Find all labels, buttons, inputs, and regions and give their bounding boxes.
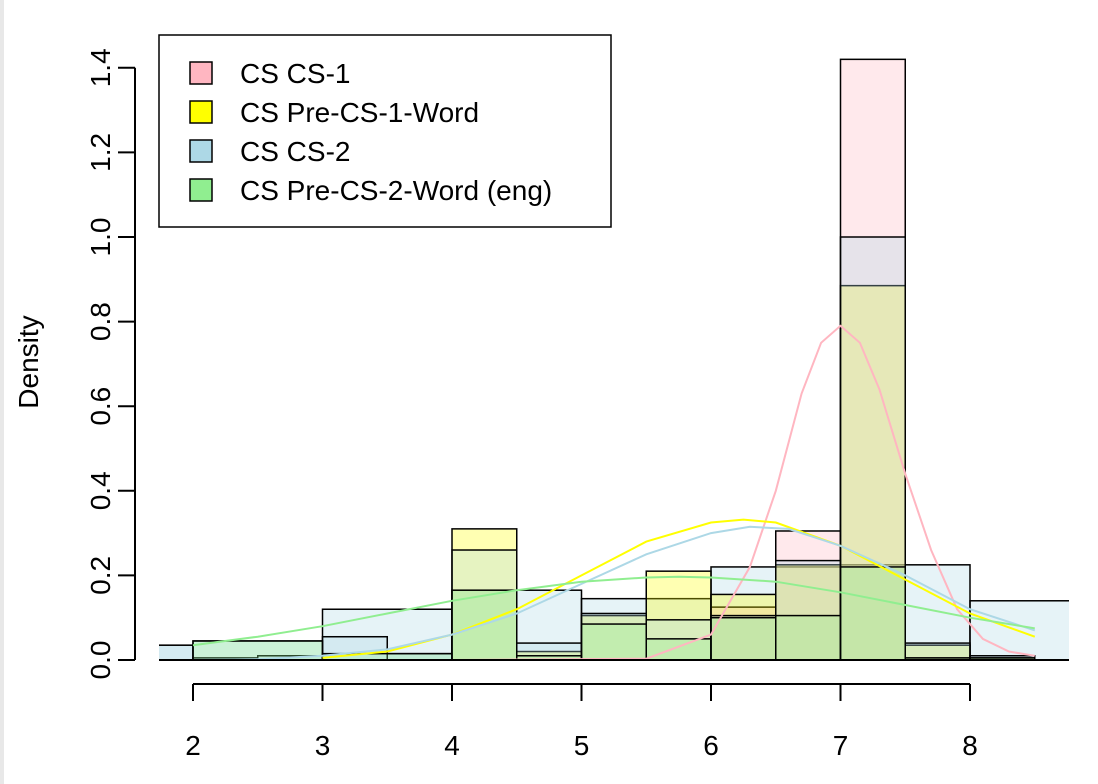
y-tick-label-1: 0.2 [85, 556, 116, 595]
density-curve-series-2 [192, 525, 1036, 661]
legend-label-2: CS CS-2 [240, 136, 350, 167]
y-tick-label-7: 1.4 [85, 48, 116, 87]
y-axis: 0.0 0.2 0.4 0.6 0.8 1.0 1.2 1.4 [85, 48, 136, 680]
bar-series-1-bin-6 [839, 284, 906, 661]
density-curve-series-3 [192, 575, 1035, 647]
y-tick-label-3: 0.6 [85, 387, 116, 426]
bar-series-3-bin-6 [710, 616, 777, 661]
x-axis: 2 3 4 5 6 7 8 [185, 683, 978, 761]
legend-label-1: CS Pre-CS-1-Word [240, 97, 479, 128]
legend-label-0: CS CS-1 [240, 58, 350, 89]
x-tick-label-2: 4 [444, 730, 460, 761]
bar-series-2-bin-10 [775, 559, 842, 661]
legend-swatch-2 [189, 139, 213, 163]
bar-series-3-bin-4 [580, 623, 647, 661]
legend-frame [158, 34, 612, 228]
y-axis-title: Density [13, 315, 44, 408]
bar-series-1-bin-5 [775, 564, 842, 661]
y-tick-label-4: 0.8 [85, 302, 116, 341]
bar-series-2-bin-9 [710, 614, 777, 661]
density-curves [192, 324, 1036, 661]
x-tick-label-4: 6 [703, 730, 719, 761]
y-tick-label-0: 0.0 [85, 641, 116, 680]
bar-series-2-bin-0 [159, 644, 194, 661]
bar-series-1-bin-3 [645, 570, 712, 661]
bar-series-3-bin-8 [839, 566, 906, 661]
legend-label-3: CS Pre-CS-2-Word (eng) [240, 175, 552, 206]
bar-series-2-bin-11 [839, 236, 906, 661]
y-tick-label-2: 0.4 [85, 471, 116, 510]
density-curve-series-0 [451, 324, 1035, 661]
bar-series-3-bin-7 [775, 614, 842, 661]
x-tick-label-0: 2 [185, 730, 201, 761]
chart-legend: CS CS-1 CS Pre-CS-1-Word CS CS-2 CS Pre-CS-… [158, 34, 612, 228]
left-edge-strip [0, 0, 4, 784]
bar-series-3-bin-5 [645, 638, 712, 661]
bar-series-1-bin-4 [710, 593, 777, 661]
x-tick-label-3: 5 [574, 730, 590, 761]
histogram-bars [159, 58, 1069, 661]
y-tick-label-5: 1.0 [85, 218, 116, 257]
legend-swatch-0 [189, 61, 213, 85]
y-tick-label-6: 1.2 [85, 133, 116, 172]
x-tick-label-1: 3 [315, 730, 331, 761]
x-tick-label-6: 8 [962, 730, 978, 761]
x-tick-label-5: 7 [833, 730, 849, 761]
legend-swatch-3 [189, 178, 213, 202]
legend-swatch-1 [189, 100, 213, 124]
